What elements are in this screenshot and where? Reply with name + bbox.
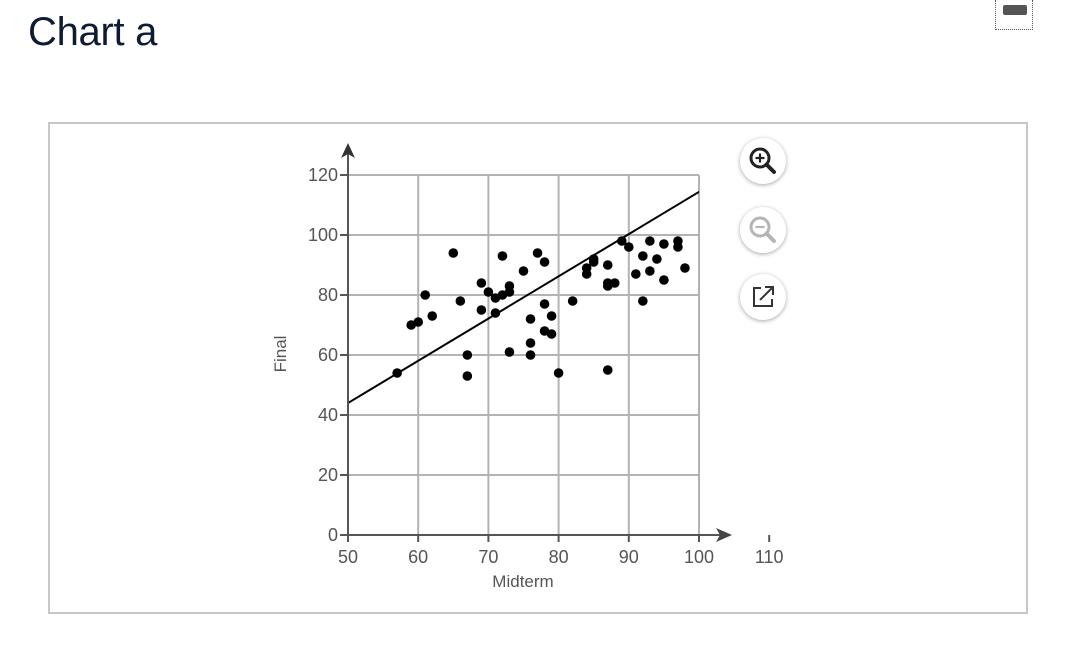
data-point (504, 287, 515, 297)
data-point (553, 368, 564, 378)
data-point (609, 278, 620, 288)
data-point (645, 266, 655, 276)
y-tick-label: 100 (308, 225, 338, 245)
regression-layer (348, 190, 699, 404)
data-point (680, 263, 690, 273)
data-point (645, 236, 655, 246)
zoom-in-button[interactable] (740, 138, 786, 184)
data-point (631, 269, 641, 279)
minus-icon (1003, 5, 1027, 15)
data-point (673, 242, 683, 252)
data-point (602, 260, 613, 270)
data-point (638, 251, 648, 261)
external-link-icon (753, 286, 774, 307)
data-point (525, 350, 536, 360)
data-point (504, 347, 515, 357)
zoom-in-icon (749, 147, 776, 174)
x-axis-label: Midterm (492, 572, 553, 591)
data-point (497, 251, 508, 261)
y-tick-label: 80 (318, 285, 338, 305)
x-tick-label: 80 (549, 547, 569, 567)
page-title: Chart a (28, 10, 158, 54)
y-tick-label: 40 (318, 405, 338, 425)
data-point (624, 242, 634, 252)
data-point (616, 236, 627, 246)
data-point (462, 371, 473, 381)
data-point (525, 314, 536, 324)
zoom-out-icon (749, 216, 776, 243)
y-axis-label: Final (271, 336, 290, 373)
chart-container (48, 122, 1028, 614)
popout-button[interactable] (740, 274, 786, 320)
data-point (539, 257, 550, 267)
data-point (455, 296, 466, 306)
collapse-button[interactable] (995, 0, 1033, 30)
data-point (462, 350, 473, 360)
data-point (483, 287, 494, 297)
x-tick-label: 110 (755, 547, 784, 567)
data-point (652, 254, 662, 264)
x-tick-label: 100 (684, 547, 714, 567)
data-point (490, 308, 501, 318)
data-point (525, 338, 536, 348)
axis-layer: 0 20 40 60 80 100 120 50 60 70 80 90 100 110 (308, 143, 784, 567)
y-tick-label: 120 (308, 165, 338, 185)
data-point (546, 311, 557, 321)
data-point (581, 263, 592, 273)
x-axis-arrow (716, 528, 732, 542)
data-point (518, 266, 529, 276)
data-point (567, 296, 578, 306)
regression-line (348, 190, 699, 404)
y-tick-label: 0 (328, 525, 338, 545)
data-point (659, 239, 669, 249)
data-point (476, 305, 487, 315)
zoom-out-button[interactable] (740, 207, 786, 253)
y-tick-label: 60 (318, 345, 338, 365)
data-point (427, 311, 438, 321)
x-tick-label: 60 (408, 547, 428, 567)
data-point (602, 365, 613, 375)
data-point (413, 317, 424, 327)
data-point (659, 275, 669, 285)
grid-layer (348, 174, 700, 535)
data-point (638, 296, 648, 306)
x-tick-label: 50 (338, 547, 358, 567)
data-point (476, 278, 487, 288)
points-layer (392, 236, 690, 381)
y-axis-arrow (341, 143, 355, 158)
data-point (448, 248, 459, 258)
data-point (532, 248, 543, 258)
data-point (546, 329, 557, 339)
data-point (588, 257, 599, 267)
x-tick-label: 70 (478, 547, 498, 567)
x-tick-label: 90 (619, 547, 639, 567)
y-tick-label: 20 (318, 465, 338, 485)
data-point (602, 278, 613, 288)
data-point (420, 290, 431, 300)
data-point (539, 299, 550, 309)
data-point (392, 368, 402, 378)
